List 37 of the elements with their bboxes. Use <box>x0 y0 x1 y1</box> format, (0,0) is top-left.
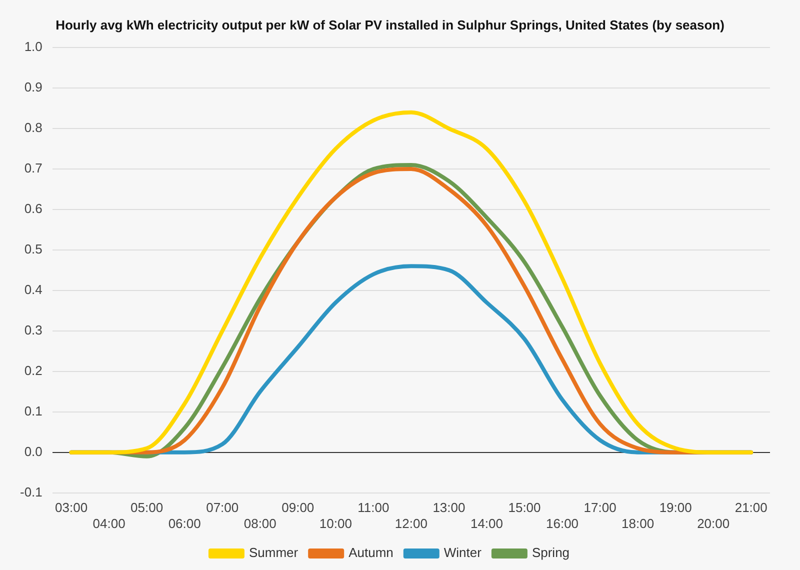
legend-label: Spring <box>532 545 570 560</box>
x-tick-label: 21:00 <box>734 500 768 516</box>
y-tick-label: 0.2 <box>24 362 42 378</box>
legend-label: Autumn <box>348 545 394 560</box>
x-tick-label: 20:00 <box>697 516 730 531</box>
x-tick-label: 14:00 <box>470 516 504 531</box>
x-tick-label: 16:00 <box>546 516 579 531</box>
legend-label: Winter <box>444 545 482 560</box>
y-tick-label: -0.1 <box>20 484 42 500</box>
y-tick-label: 1.0 <box>24 39 42 54</box>
chart-title: Hourly avg kWh electricity output per kW of Solar PV installed in Sulphur Springs, United States (by season) <box>56 17 724 32</box>
x-tick-label: 03:00 <box>55 500 88 516</box>
x-tick-label: 19:00 <box>659 500 692 516</box>
line-series <box>69 110 754 454</box>
x-tick-label: 08:00 <box>244 516 276 531</box>
x-tick-label: 18:00 <box>622 516 654 531</box>
y-tick-label: 0.3 <box>24 322 42 338</box>
x-tick-label: 10:00 <box>319 516 352 531</box>
x-tick-label: 09:00 <box>282 500 314 516</box>
x-tick-label: 17:00 <box>584 500 616 516</box>
x-tick-label: 04:00 <box>92 516 126 531</box>
y-tick-label: 0.6 <box>24 201 42 216</box>
y-tick-label: 0.9 <box>24 80 42 95</box>
y-tick-label: 0.8 <box>24 120 42 136</box>
x-tick-label: 06:00 <box>168 516 201 531</box>
x-tick-label: 12:00 <box>394 516 428 531</box>
x-tick-label: 15:00 <box>508 500 541 516</box>
x-tick-label: 13:00 <box>432 500 466 516</box>
y-tick-label: 0.1 <box>24 403 42 418</box>
x-tick-label: 05:00 <box>130 500 164 516</box>
x-tick-label: 07:00 <box>206 500 239 516</box>
y-tick-label: 0.0 <box>24 444 42 459</box>
x-tick-label: 11:00 <box>358 500 390 516</box>
y-tick-label: 0.5 <box>24 242 42 257</box>
y-tick-label: 0.7 <box>24 160 42 176</box>
y-tick-label: 0.4 <box>24 282 42 298</box>
legend-label: Summer <box>248 545 299 560</box>
